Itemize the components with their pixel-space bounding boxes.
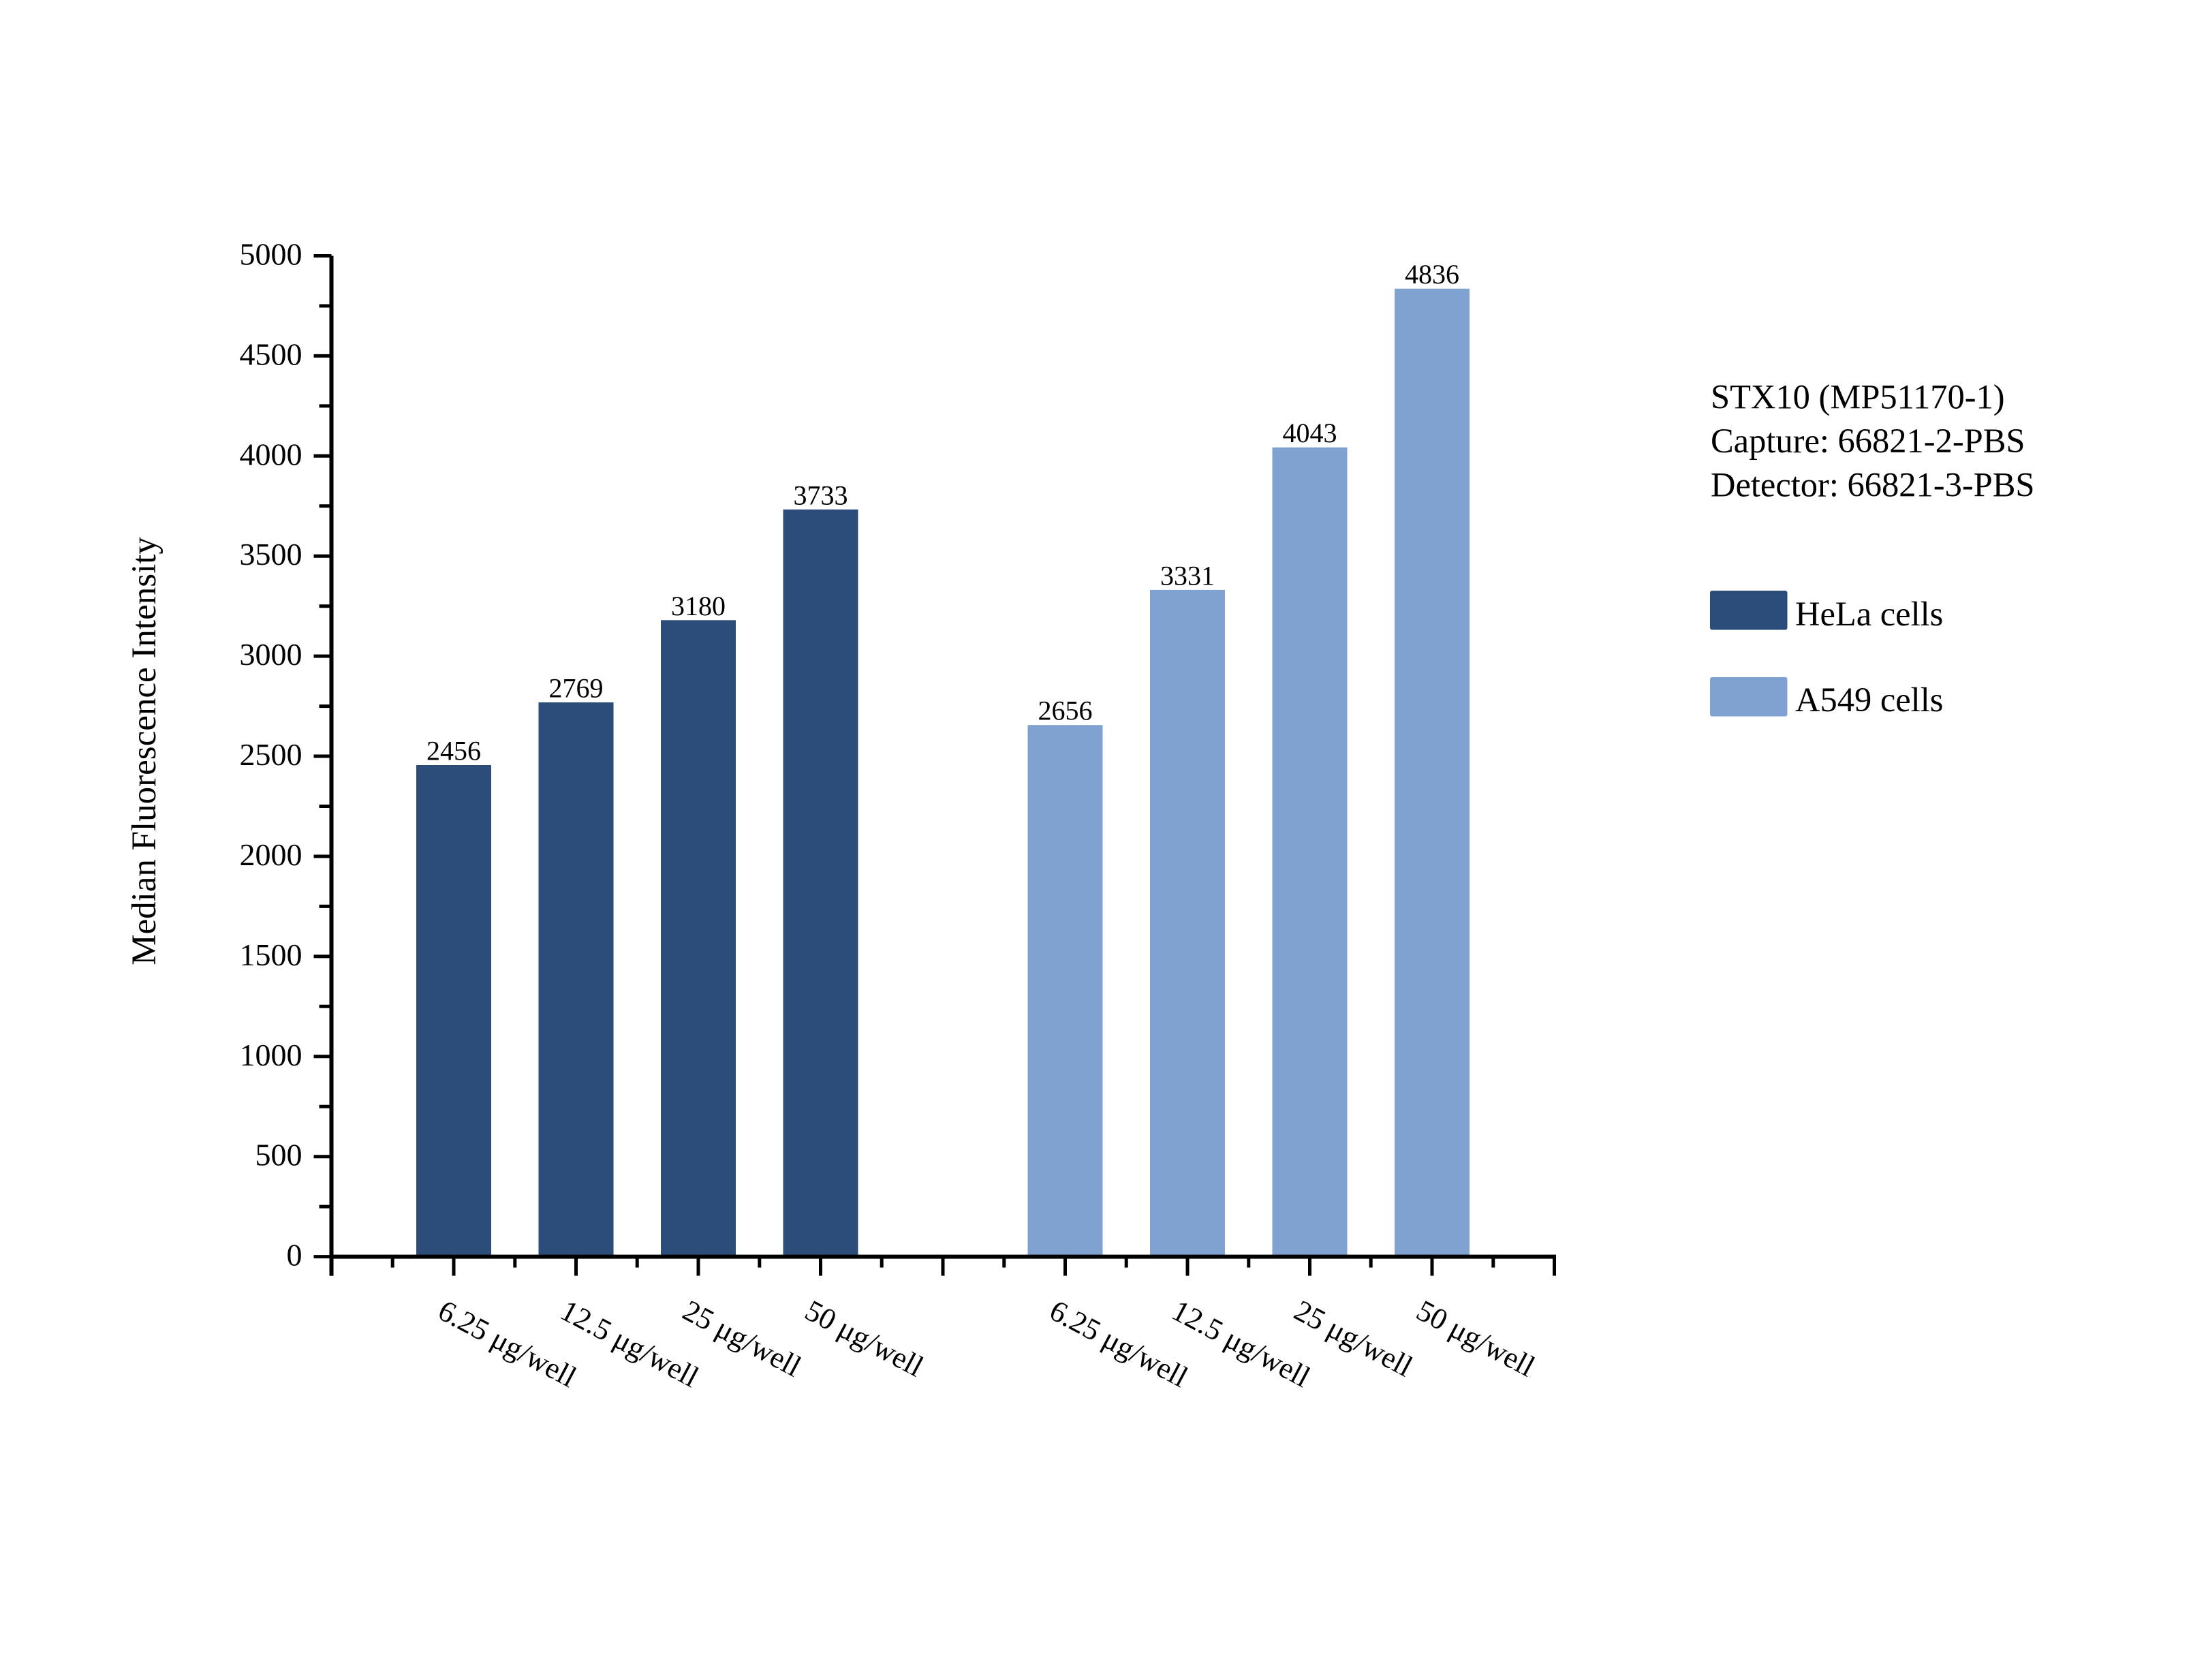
svg-text:Detector: 66821-3-PBS: Detector: 66821-3-PBS [1711, 466, 2034, 504]
svg-text:3000: 3000 [240, 637, 302, 672]
svg-text:4000: 4000 [240, 437, 302, 471]
svg-text:4043: 4043 [1283, 418, 1337, 448]
svg-text:3733: 3733 [794, 480, 848, 510]
svg-text:3500: 3500 [240, 537, 302, 572]
svg-text:3331: 3331 [1160, 560, 1215, 591]
svg-text:500: 500 [255, 1138, 302, 1172]
svg-text:1000: 1000 [240, 1038, 302, 1072]
svg-text:2500: 2500 [240, 737, 302, 772]
svg-text:A549 cells: A549 cells [1795, 681, 1943, 719]
svg-text:0: 0 [287, 1238, 302, 1273]
svg-text:4500: 4500 [240, 337, 302, 371]
svg-text:2000: 2000 [240, 837, 302, 872]
svg-text:3180: 3180 [671, 591, 726, 621]
svg-text:STX10 (MP51170-1): STX10 (MP51170-1) [1711, 378, 2005, 416]
svg-text:2769: 2769 [549, 673, 604, 704]
svg-text:HeLa cells: HeLa cells [1795, 595, 1943, 633]
svg-text:2656: 2656 [1038, 696, 1093, 726]
svg-text:5000: 5000 [240, 237, 302, 272]
svg-text:2456: 2456 [426, 736, 481, 766]
svg-text:Median Fluorescence Intensity: Median Fluorescence Intensity [125, 537, 164, 965]
svg-text:Capture: 66821-2-PBS: Capture: 66821-2-PBS [1711, 422, 2025, 460]
svg-text:4836: 4836 [1405, 259, 1459, 290]
svg-text:1500: 1500 [240, 937, 302, 972]
